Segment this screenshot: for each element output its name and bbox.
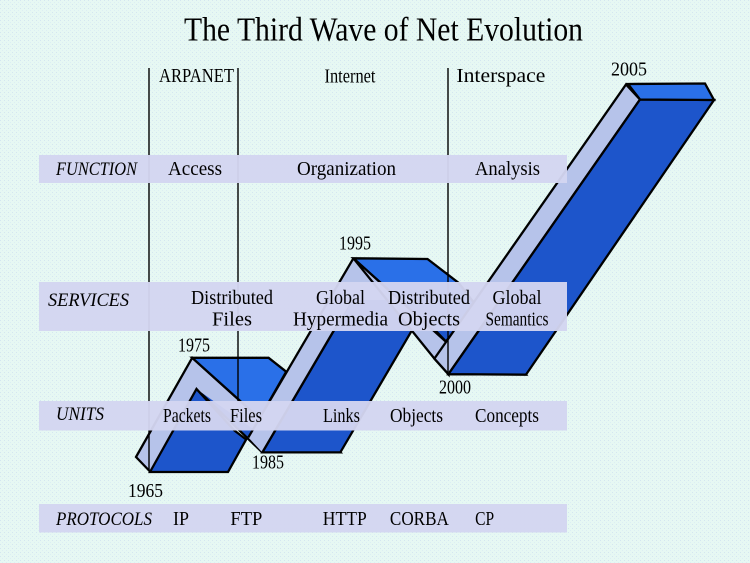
svg-text:Links: Links xyxy=(323,406,360,427)
svg-text:Objects: Objects xyxy=(390,406,443,427)
svg-text:Objects: Objects xyxy=(398,310,460,331)
svg-text:Files: Files xyxy=(212,310,252,331)
svg-text:HTTP: HTTP xyxy=(323,509,367,530)
svg-text:Concepts: Concepts xyxy=(475,406,539,427)
svg-text:Interspace: Interspace xyxy=(456,66,545,87)
svg-text:FTP: FTP xyxy=(230,509,262,530)
svg-text:Distributed: Distributed xyxy=(191,288,273,309)
svg-text:1995: 1995 xyxy=(339,234,371,255)
svg-text:Internet: Internet xyxy=(325,67,376,88)
svg-text:1965: 1965 xyxy=(128,481,163,502)
svg-text:The Third Wave of Net Evolutio: The Third Wave of Net Evolution xyxy=(184,12,583,49)
svg-text:ARPANET: ARPANET xyxy=(159,66,234,87)
svg-text:Analysis: Analysis xyxy=(475,159,540,180)
svg-text:2005: 2005 xyxy=(611,60,647,81)
svg-text:Files: Files xyxy=(230,406,262,427)
svg-text:1985: 1985 xyxy=(252,453,284,474)
svg-text:Access: Access xyxy=(168,159,222,180)
svg-text:SERVICES: SERVICES xyxy=(48,290,129,311)
svg-text:Global: Global xyxy=(316,288,366,309)
svg-text:Distributed: Distributed xyxy=(388,288,470,309)
svg-text:Global: Global xyxy=(493,288,543,309)
svg-text:IP: IP xyxy=(173,509,189,530)
svg-text:2000: 2000 xyxy=(439,378,471,399)
svg-text:1975: 1975 xyxy=(178,336,210,357)
svg-text:Semantics: Semantics xyxy=(486,310,549,331)
svg-text:Packets: Packets xyxy=(163,406,211,427)
svg-text:Hypermedia: Hypermedia xyxy=(293,310,388,331)
svg-text:FUNCTION: FUNCTION xyxy=(55,159,138,180)
svg-text:CP: CP xyxy=(475,509,494,530)
svg-text:UNITS: UNITS xyxy=(56,404,104,425)
svg-text:CORBA: CORBA xyxy=(390,509,449,530)
svg-text:Organization: Organization xyxy=(297,159,396,180)
svg-text:PROTOCOLS: PROTOCOLS xyxy=(55,509,152,530)
